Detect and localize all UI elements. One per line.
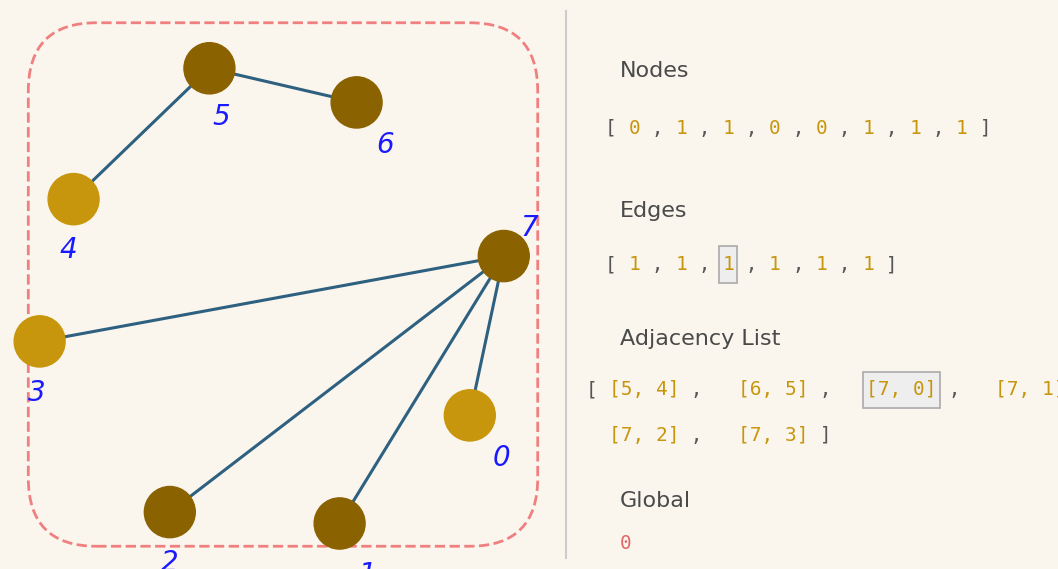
Text: ,: , (734, 255, 769, 274)
Text: Edges: Edges (620, 200, 688, 221)
Text: 1: 1 (675, 118, 688, 138)
Text: ]: ] (874, 255, 897, 274)
Text: ,: , (781, 255, 816, 274)
Text: 1: 1 (628, 255, 640, 274)
Text: 3: 3 (28, 378, 45, 407)
Text: 0: 0 (769, 118, 781, 138)
Text: 1: 1 (909, 118, 920, 138)
Text: ,: , (640, 118, 676, 138)
Text: ,: , (688, 118, 723, 138)
Text: ,: , (679, 380, 738, 399)
Text: [: [ (586, 380, 609, 399)
Circle shape (331, 77, 382, 128)
Text: ,: , (734, 118, 769, 138)
Circle shape (14, 316, 66, 367)
Circle shape (184, 43, 235, 94)
Text: 1: 1 (675, 255, 688, 274)
Text: 5: 5 (212, 102, 230, 131)
Text: [6, 5]: [6, 5] (737, 380, 808, 399)
Text: 0: 0 (628, 118, 640, 138)
Text: 1: 1 (723, 255, 734, 274)
Text: ,: , (688, 255, 723, 274)
Text: 1: 1 (956, 118, 968, 138)
Text: [7, 1]: [7, 1] (995, 380, 1058, 399)
Text: ,: , (827, 255, 862, 274)
Text: [7, 0]: [7, 0] (867, 380, 937, 399)
Text: ,: , (936, 380, 996, 399)
Text: [: [ (605, 118, 628, 138)
Text: Global: Global (620, 490, 691, 511)
Text: ,: , (827, 118, 862, 138)
Text: 1: 1 (862, 118, 874, 138)
Circle shape (478, 230, 529, 282)
Text: 1: 1 (769, 255, 781, 274)
Text: ,: , (808, 380, 867, 399)
Text: ,: , (640, 255, 676, 274)
FancyBboxPatch shape (718, 246, 737, 283)
Text: 1: 1 (359, 560, 377, 569)
Text: Adjacency List: Adjacency List (620, 328, 781, 349)
Text: [: [ (605, 255, 628, 274)
Circle shape (444, 390, 495, 441)
FancyBboxPatch shape (863, 372, 940, 408)
Text: [7, 2]: [7, 2] (609, 426, 680, 445)
Circle shape (314, 498, 365, 549)
Text: 6: 6 (376, 131, 394, 159)
Text: ,: , (874, 118, 910, 138)
Text: 0: 0 (816, 118, 827, 138)
Text: [7, 3]: [7, 3] (737, 426, 808, 445)
Text: 7: 7 (521, 213, 539, 242)
Text: 1: 1 (862, 255, 874, 274)
Text: 2: 2 (161, 549, 179, 569)
Text: ]: ] (968, 118, 991, 138)
Text: ]: ] (808, 426, 832, 445)
Text: [5, 4]: [5, 4] (609, 380, 680, 399)
Text: ,: , (920, 118, 956, 138)
Text: 0: 0 (620, 534, 632, 553)
Text: 1: 1 (723, 118, 734, 138)
Text: 4: 4 (59, 236, 77, 265)
Text: ,: , (781, 118, 816, 138)
Circle shape (48, 174, 99, 225)
Text: 0: 0 (492, 444, 510, 472)
Text: 1: 1 (816, 255, 827, 274)
Circle shape (144, 486, 196, 538)
Text: ,: , (679, 426, 738, 445)
Text: Nodes: Nodes (620, 61, 690, 81)
